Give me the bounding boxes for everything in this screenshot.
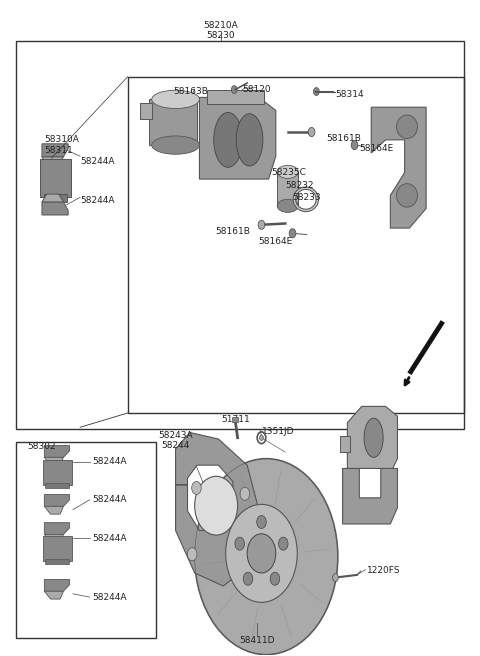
Polygon shape	[44, 591, 63, 599]
Circle shape	[231, 86, 237, 94]
Polygon shape	[44, 495, 70, 506]
Polygon shape	[348, 406, 397, 468]
Circle shape	[289, 229, 296, 238]
Text: 58244A: 58244A	[92, 534, 127, 543]
Bar	[39, 159, 71, 197]
Bar	[340, 436, 350, 452]
Text: 58163B: 58163B	[173, 87, 208, 96]
Circle shape	[351, 140, 358, 150]
Circle shape	[192, 482, 201, 495]
Circle shape	[240, 487, 250, 501]
Polygon shape	[199, 97, 276, 179]
Ellipse shape	[364, 418, 383, 457]
Polygon shape	[44, 523, 70, 535]
Bar	[128, 77, 464, 413]
Ellipse shape	[277, 165, 298, 178]
Ellipse shape	[247, 534, 276, 573]
Ellipse shape	[214, 112, 242, 167]
Polygon shape	[371, 107, 426, 228]
Circle shape	[187, 548, 197, 561]
Text: 58314: 58314	[336, 90, 364, 98]
Text: 58310A
58311: 58310A 58311	[44, 135, 79, 155]
Bar	[44, 194, 67, 202]
Text: 51711: 51711	[221, 415, 250, 424]
Bar	[149, 99, 197, 145]
Text: 58233: 58233	[292, 193, 321, 202]
Text: 58244A: 58244A	[92, 457, 127, 466]
Text: 58243A
58244: 58243A 58244	[158, 430, 193, 450]
Polygon shape	[44, 535, 63, 543]
Polygon shape	[176, 432, 259, 586]
Circle shape	[243, 572, 253, 585]
Polygon shape	[42, 144, 68, 157]
Text: 58244A: 58244A	[80, 157, 115, 166]
Polygon shape	[44, 506, 63, 514]
Polygon shape	[343, 468, 397, 524]
Polygon shape	[44, 579, 70, 591]
Text: 58232: 58232	[285, 181, 314, 190]
Circle shape	[278, 537, 288, 550]
Circle shape	[333, 573, 338, 581]
Text: 58161B: 58161B	[326, 134, 361, 143]
Text: 58210A
58230: 58210A 58230	[204, 21, 238, 41]
Polygon shape	[44, 445, 70, 457]
Ellipse shape	[396, 184, 418, 207]
Circle shape	[260, 435, 264, 440]
Bar	[45, 560, 69, 564]
Text: 58244A: 58244A	[80, 196, 115, 205]
Circle shape	[313, 88, 319, 96]
Ellipse shape	[152, 91, 199, 108]
Text: 58411D: 58411D	[239, 636, 275, 645]
Circle shape	[231, 558, 240, 571]
Text: 58161B: 58161B	[216, 227, 250, 236]
Text: 1220FS: 1220FS	[366, 567, 400, 575]
Text: 58235C: 58235C	[271, 168, 306, 177]
Circle shape	[195, 476, 238, 535]
Bar	[277, 172, 298, 206]
Circle shape	[270, 572, 280, 585]
Bar	[45, 483, 69, 488]
Bar	[43, 460, 72, 485]
Text: 58302: 58302	[28, 442, 56, 451]
Ellipse shape	[152, 136, 199, 154]
Circle shape	[257, 516, 266, 529]
Text: 1351JD: 1351JD	[262, 426, 294, 436]
Text: 58120: 58120	[242, 85, 271, 94]
Ellipse shape	[396, 115, 418, 138]
Ellipse shape	[226, 504, 297, 602]
Bar	[16, 442, 156, 638]
Circle shape	[258, 220, 265, 230]
Bar	[43, 537, 72, 561]
Bar	[199, 106, 209, 119]
Text: 58164E: 58164E	[360, 144, 394, 153]
Polygon shape	[42, 157, 63, 165]
Text: 58164E: 58164E	[259, 237, 293, 246]
Bar	[206, 90, 264, 104]
Bar	[16, 41, 464, 429]
Polygon shape	[42, 194, 63, 202]
Ellipse shape	[195, 459, 338, 655]
Bar	[232, 417, 238, 422]
Text: 58244A: 58244A	[92, 592, 127, 602]
Bar	[140, 102, 152, 119]
Ellipse shape	[236, 113, 263, 166]
Text: 58244A: 58244A	[92, 495, 127, 504]
Ellipse shape	[277, 199, 298, 213]
Circle shape	[235, 537, 244, 550]
Polygon shape	[44, 457, 63, 465]
Circle shape	[308, 127, 315, 136]
Polygon shape	[42, 202, 68, 215]
